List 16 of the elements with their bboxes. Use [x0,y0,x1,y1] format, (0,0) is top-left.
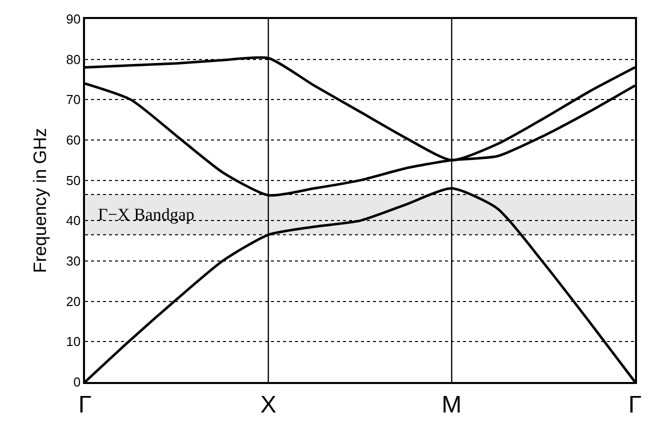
y-tick-label: 80 [66,52,81,67]
x-tick-label: M [442,392,462,419]
y-axis-title: Frequency in GHz [30,128,50,274]
y-tick-label: 60 [66,132,81,148]
y-tick-label: 40 [66,213,81,228]
x-tick-label: X [260,392,276,419]
y-tick-label: 0 [73,374,81,390]
y-tick-label: 30 [66,254,81,269]
y-tick-label: 20 [66,294,81,309]
band-label: Γ−X Bandgap [98,205,194,224]
y-tick-label: 50 [66,172,81,188]
y-tick-label: 90 [66,12,81,27]
x-tick-label: Γ [78,392,92,419]
x-tick-label: Γ [628,392,642,419]
y-tick-label: 10 [66,334,81,350]
y-tick-label: 70 [66,92,81,108]
